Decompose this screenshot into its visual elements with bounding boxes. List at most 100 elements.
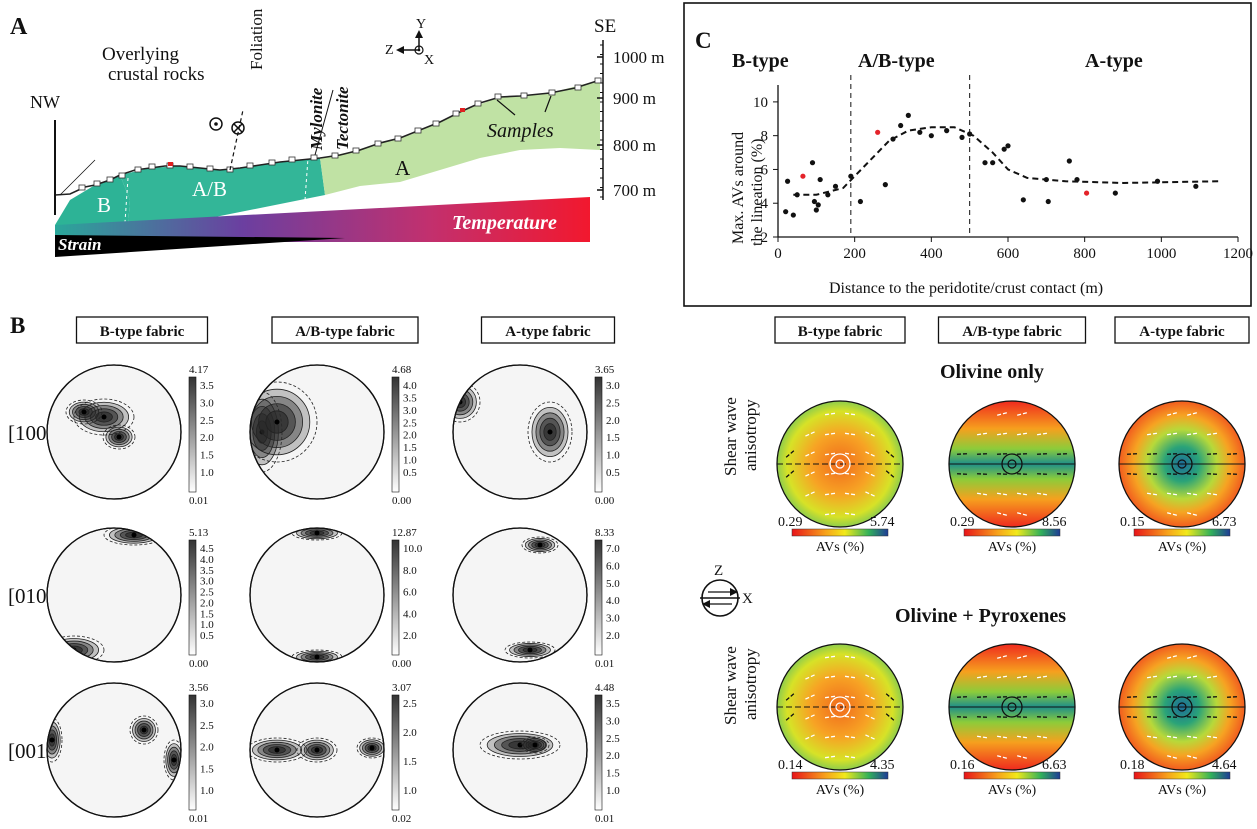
strain-label: Strain <box>58 235 101 254</box>
density-max <box>532 742 538 748</box>
samples-label: Samples <box>487 120 554 142</box>
sample-marker <box>352 147 360 154</box>
avs-min-label: 0.29 <box>950 515 975 530</box>
pole-figure-grid: [100][010][001]4.170.013.53.02.52.01.51.… <box>8 364 620 825</box>
polarization-tick <box>1186 432 1198 436</box>
sample-marker <box>268 159 276 166</box>
pole-figure-circle <box>452 527 588 663</box>
density-scale-bar <box>594 539 603 656</box>
data-point <box>794 192 800 198</box>
density-contour <box>73 398 135 436</box>
polarization-tick <box>1206 675 1218 679</box>
density-tick-label: 1.5 <box>403 442 417 454</box>
sample-marker <box>432 120 440 127</box>
elevation-ticks: 1000 m 900 m 800 m 700 m <box>597 44 664 200</box>
density-tick-label: 3.0 <box>200 576 214 588</box>
elevation-tick-label: 1000 m <box>613 48 664 67</box>
density-max <box>171 757 177 763</box>
avs-axis-label: AVs (%) <box>816 540 865 555</box>
density-max <box>274 747 280 753</box>
density-tick-label: 0.5 <box>606 467 620 479</box>
data-point <box>1001 146 1007 152</box>
seismic-header-label: B-type fabric <box>798 324 883 340</box>
shear-x-label: X <box>742 591 753 607</box>
polarization-tick <box>1036 473 1048 475</box>
data-point <box>1193 183 1199 189</box>
center-contour-inner <box>835 702 845 712</box>
zone-label-b: B-type <box>732 50 789 72</box>
pole-figure-circle <box>249 527 385 663</box>
density-min-label: 0.00 <box>392 495 412 507</box>
pole-figure-outline <box>452 682 588 818</box>
polarization-tick <box>1016 453 1028 455</box>
polarization-tick <box>1186 696 1198 698</box>
data-point <box>928 133 934 139</box>
density-min-label: 0.00 <box>189 658 209 670</box>
center-contour-inner <box>1177 459 1187 469</box>
pole-figure-outline <box>452 364 588 500</box>
polarization-tick <box>1146 735 1158 739</box>
polarization-tick <box>956 473 968 475</box>
polarization-tick <box>824 432 836 436</box>
elevation-tick-label: 700 m <box>613 181 656 200</box>
polarization-tick <box>805 674 815 680</box>
pyrox-row-label-2: anisotropy <box>741 648 760 720</box>
data-point <box>959 134 965 140</box>
chart-x-tick-label: 200 <box>843 246 866 262</box>
pole-figure: 4.68 0.00 4.03.53.02.52.01.51.00.5 <box>249 364 417 507</box>
polarization-tick <box>976 716 988 718</box>
polarization-tick <box>805 734 815 740</box>
polarization-tick <box>1017 655 1027 659</box>
foliation-label: Foliation <box>247 8 266 70</box>
overlying-label-2: crustal rocks <box>108 64 205 85</box>
polarization-tick <box>996 432 1008 436</box>
density-max-label: 4.48 <box>595 682 615 694</box>
polarization-tick <box>805 714 815 720</box>
polarization-tick <box>1146 473 1158 475</box>
polarization-tick <box>1146 492 1158 496</box>
density-scale-bar <box>188 694 197 811</box>
avs-stereonet <box>776 643 904 771</box>
density-tick-label: 2.0 <box>606 750 620 762</box>
polarization-tick <box>1206 716 1218 718</box>
polarization-tick <box>844 675 856 679</box>
avs-colorbar <box>1133 528 1231 537</box>
density-scale-bar <box>594 376 603 493</box>
data-point <box>857 198 864 205</box>
data-point <box>905 112 911 118</box>
polarization-tick <box>1036 716 1048 718</box>
polarization-tick <box>824 695 836 699</box>
polarization-tick <box>1146 453 1158 455</box>
data-point <box>815 202 821 208</box>
polarization-tick <box>996 453 1008 455</box>
density-tick-label: 4.0 <box>200 554 214 566</box>
density-min-label: 0.01 <box>189 495 208 507</box>
density-tick-label: 1.5 <box>606 768 620 780</box>
density-tick-label: 4.0 <box>606 595 620 607</box>
avs-axis-label: AVs (%) <box>988 540 1037 555</box>
pole-figure-outline <box>249 527 385 663</box>
avs-colorbar <box>963 528 1061 537</box>
data-point <box>990 160 996 166</box>
data-point-red <box>1083 190 1090 196</box>
polarization-tick <box>844 655 856 659</box>
seismic-header-box <box>937 316 1087 344</box>
data-point <box>783 209 789 215</box>
pole-figure-outline <box>46 527 182 663</box>
polarization-tick <box>976 675 988 679</box>
polarization-tick <box>1206 432 1218 436</box>
sample-marker <box>494 93 502 100</box>
polarization-tick <box>1036 675 1048 679</box>
density-scale-bar <box>391 376 400 493</box>
avs-stereonet <box>948 400 1076 528</box>
density-max <box>314 654 320 660</box>
panel-a-letter: A <box>10 14 28 40</box>
temperature-wedge <box>55 197 590 242</box>
density-tick-label: 3.0 <box>606 613 620 625</box>
polarization-tick <box>824 472 836 476</box>
data-point <box>1074 176 1080 183</box>
sample-marker <box>93 180 101 187</box>
data-point <box>1066 158 1072 164</box>
overlying-label-1: Overlying <box>102 44 180 65</box>
polarization-tick <box>785 713 795 721</box>
